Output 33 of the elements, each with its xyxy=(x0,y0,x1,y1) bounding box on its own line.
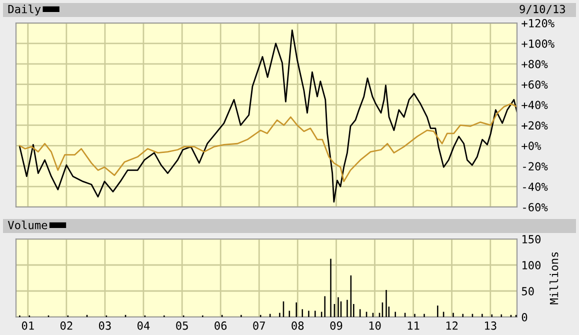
line-series xyxy=(19,103,517,182)
y-tick-label: -40% xyxy=(523,182,548,191)
y-tick-label: -60% xyxy=(523,203,548,212)
line-series xyxy=(19,29,517,203)
y-tick-label: 50 xyxy=(522,287,534,296)
x-tick-label: 10 xyxy=(369,321,381,330)
x-tick-label: 08 xyxy=(292,321,304,330)
legend-label: Volume xyxy=(8,220,48,230)
y-tick-label: 100 xyxy=(522,261,541,270)
y-tick-label: +120% xyxy=(522,19,554,28)
legend-label: Daily xyxy=(8,4,41,16)
y-tick-label: -20% xyxy=(523,162,548,171)
x-tick-label: 02 xyxy=(60,321,72,330)
x-tick-label: 12 xyxy=(446,321,458,330)
x-tick-label: 06 xyxy=(214,321,227,330)
x-tick-label: 07 xyxy=(253,321,265,330)
x-tick-label: 03 xyxy=(98,321,111,330)
x-tick-label: 01 xyxy=(22,321,34,330)
x-tick-label: 13 xyxy=(485,321,496,330)
y-tick-label: 0 xyxy=(522,313,528,322)
y-tick-label: +0% xyxy=(522,142,542,150)
x-tick-label: 05 xyxy=(176,321,188,330)
text: 9/10/13 xyxy=(520,4,565,14)
y-tick-label: +40% xyxy=(522,100,548,110)
x-tick-label: 09 xyxy=(330,321,342,330)
y-tick-label: 150 xyxy=(522,235,541,244)
x-tick-label: 11 xyxy=(408,322,420,330)
y-axis-title: Millions xyxy=(550,252,558,304)
y-tick-label: +100% xyxy=(522,39,554,48)
y-tick-label: +60% xyxy=(522,80,548,89)
x-tick-label: 04 xyxy=(138,321,150,330)
y-tick-label: +80% xyxy=(522,60,548,68)
y-tick-label: +20% xyxy=(522,121,548,130)
